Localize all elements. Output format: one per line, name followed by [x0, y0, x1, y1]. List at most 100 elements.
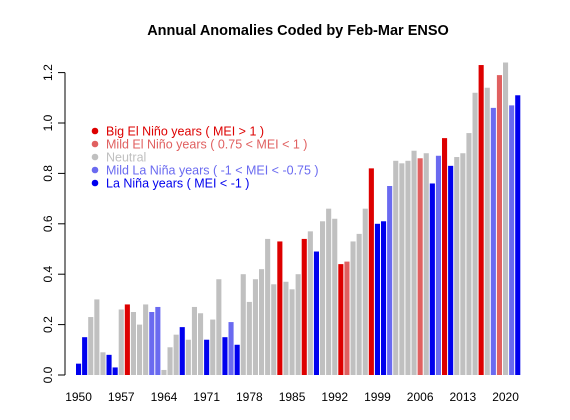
bar: [301, 238, 307, 375]
x-tick-label: 1992: [321, 390, 348, 404]
bar: [313, 251, 319, 375]
bar: [417, 158, 423, 375]
bar: [435, 155, 441, 375]
legend-marker-big-el-nino: [91, 127, 99, 135]
y-axis: 0.0 0.2 0.4 0.6 0.8 1.0 1.2: [41, 64, 66, 383]
bar: [356, 233, 362, 375]
bar: [82, 337, 88, 375]
bar: [496, 75, 502, 376]
bar: [326, 208, 332, 375]
y-tick-label: 0.2: [41, 316, 55, 333]
bar: [112, 367, 118, 375]
x-tick-label: 1978: [236, 390, 263, 404]
x-tick-label: 2013: [449, 390, 476, 404]
bar: [234, 344, 240, 375]
x-tick-label: 2006: [407, 390, 434, 404]
bar: [185, 339, 191, 375]
bar: [399, 163, 405, 375]
bar: [204, 339, 210, 375]
bar: [454, 157, 460, 375]
bar: [411, 150, 417, 375]
bar: [252, 279, 258, 375]
bar: [478, 65, 484, 375]
y-tick-label: 1.2: [41, 64, 55, 81]
bar: [405, 160, 411, 375]
bar: [509, 105, 515, 376]
bar: [387, 186, 393, 375]
legend-marker-mild-la-nina: [91, 166, 99, 174]
chart-title: Annual Anomalies Coded by Feb-Mar ENSO: [147, 23, 449, 39]
bar: [283, 281, 289, 375]
bar: [374, 223, 380, 375]
x-tick-label: 1971: [193, 390, 220, 404]
bar: [423, 153, 429, 375]
bar: [503, 62, 509, 376]
bar: [442, 138, 448, 375]
y-tick-label: 1.0: [41, 114, 55, 131]
bar: [124, 304, 130, 375]
bar: [246, 301, 252, 375]
bar: [76, 363, 82, 375]
x-tick-label: 1985: [279, 390, 306, 404]
bar: [338, 264, 344, 375]
x-tick-label: 1950: [65, 390, 92, 404]
y-tick-label: 0.0: [41, 366, 55, 383]
x-tick-label: 1964: [151, 390, 178, 404]
bar: [265, 238, 271, 375]
bar: [515, 95, 521, 375]
bar: [191, 306, 197, 375]
bar: [472, 92, 478, 375]
bar: [448, 165, 454, 375]
bar: [350, 241, 356, 375]
bar: [429, 183, 435, 375]
bar: [173, 334, 179, 375]
legend-marker-neutral: [91, 153, 99, 161]
bar: [466, 133, 472, 375]
legend-marker-la-nina: [91, 179, 99, 187]
bar: [228, 322, 234, 375]
bar: [271, 284, 277, 375]
legend-label-la-nina: La Niña years ( MEI < -1 ): [106, 177, 249, 191]
bar: [393, 160, 399, 375]
bar: [320, 221, 326, 375]
bar: [155, 306, 161, 375]
bar: [295, 274, 301, 375]
bar: [484, 87, 490, 375]
bar: [222, 337, 228, 375]
bar: [149, 312, 155, 375]
legend-marker-mild-el-nino: [91, 140, 99, 148]
x-tick-label: 1957: [108, 390, 135, 404]
bar: [307, 231, 313, 375]
bar-series: [76, 62, 521, 376]
bar: [277, 241, 283, 375]
bar: [259, 269, 265, 375]
legend-label-mild-la-nina: Mild La Niña years ( -1 < MEI < -0.75 ): [106, 164, 319, 178]
y-tick-label: 0.4: [41, 266, 55, 283]
bar: [216, 279, 222, 375]
bar: [332, 218, 338, 375]
x-axis: 1950 1957 1964 1971 1978 1985 1992 1999 2006 2013…: [65, 390, 519, 404]
bar: [362, 208, 368, 375]
bar: [179, 327, 185, 375]
legend-label-big-el-nino: Big El Niño years ( MEI > 1 ): [106, 125, 264, 139]
y-tick-label: 0.8: [41, 165, 55, 182]
bar: [210, 319, 216, 375]
x-tick-label: 2020: [492, 390, 519, 404]
bar: [490, 107, 496, 375]
bar: [161, 369, 167, 375]
bar: [137, 324, 143, 375]
bar: [167, 347, 173, 375]
legend-label-mild-el-nino: Mild El Niño years ( 0.75 < MEI < 1 ): [106, 138, 307, 152]
legend: Big El Niño years ( MEI > 1 )Mild El Niñ…: [91, 125, 319, 191]
bar: [240, 274, 246, 375]
bar: [106, 354, 112, 375]
bar: [88, 317, 94, 375]
bar: [100, 352, 106, 375]
bar: [118, 309, 124, 375]
bar: [143, 304, 149, 375]
y-tick-label: 0.6: [41, 215, 55, 232]
x-tick-label: 1999: [364, 390, 391, 404]
bar: [460, 153, 466, 375]
legend-label-neutral: Neutral: [106, 151, 146, 165]
